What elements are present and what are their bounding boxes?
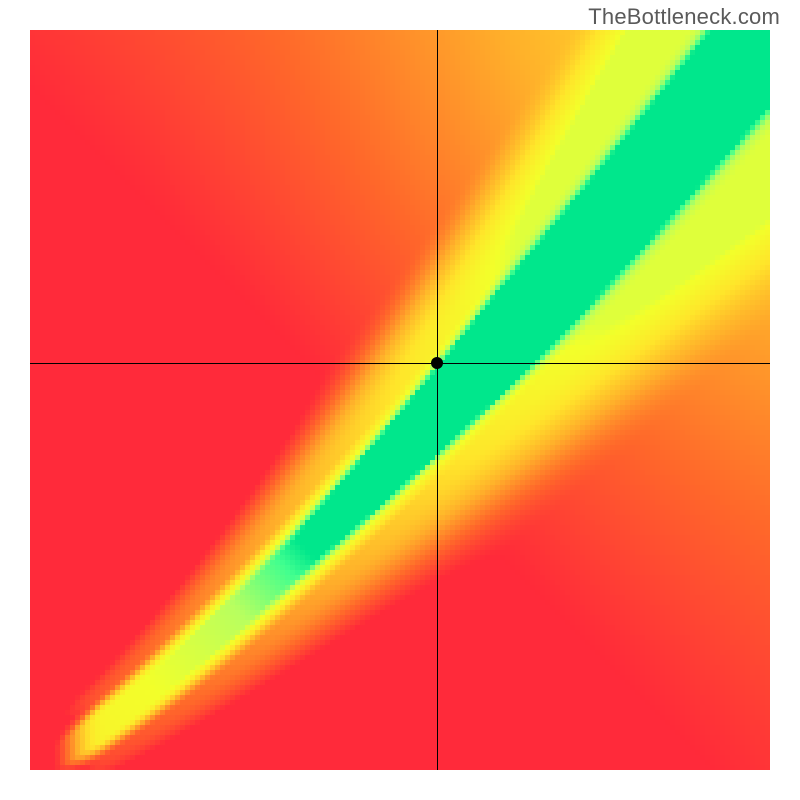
crosshair-vertical (437, 30, 438, 770)
watermark-text: TheBottleneck.com (588, 4, 780, 30)
crosshair-marker (431, 357, 443, 369)
heatmap-canvas (30, 30, 770, 770)
crosshair-horizontal (30, 363, 770, 364)
bottleneck-heatmap (30, 30, 770, 770)
